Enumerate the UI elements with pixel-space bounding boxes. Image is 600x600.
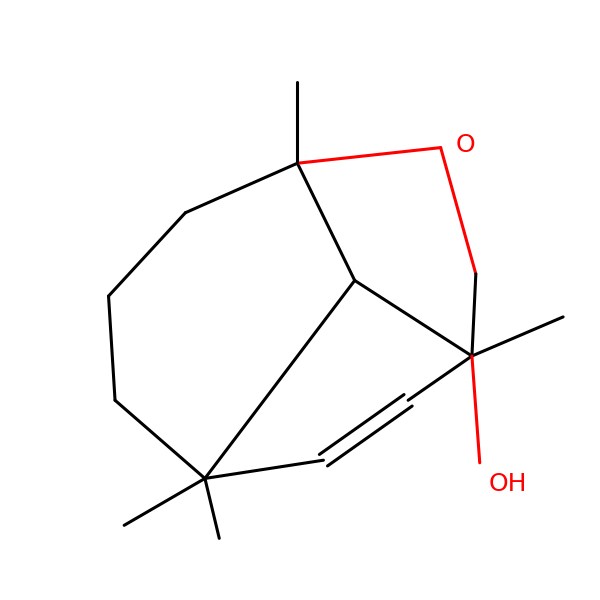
Text: O: O bbox=[455, 133, 475, 157]
Text: OH: OH bbox=[488, 472, 527, 496]
